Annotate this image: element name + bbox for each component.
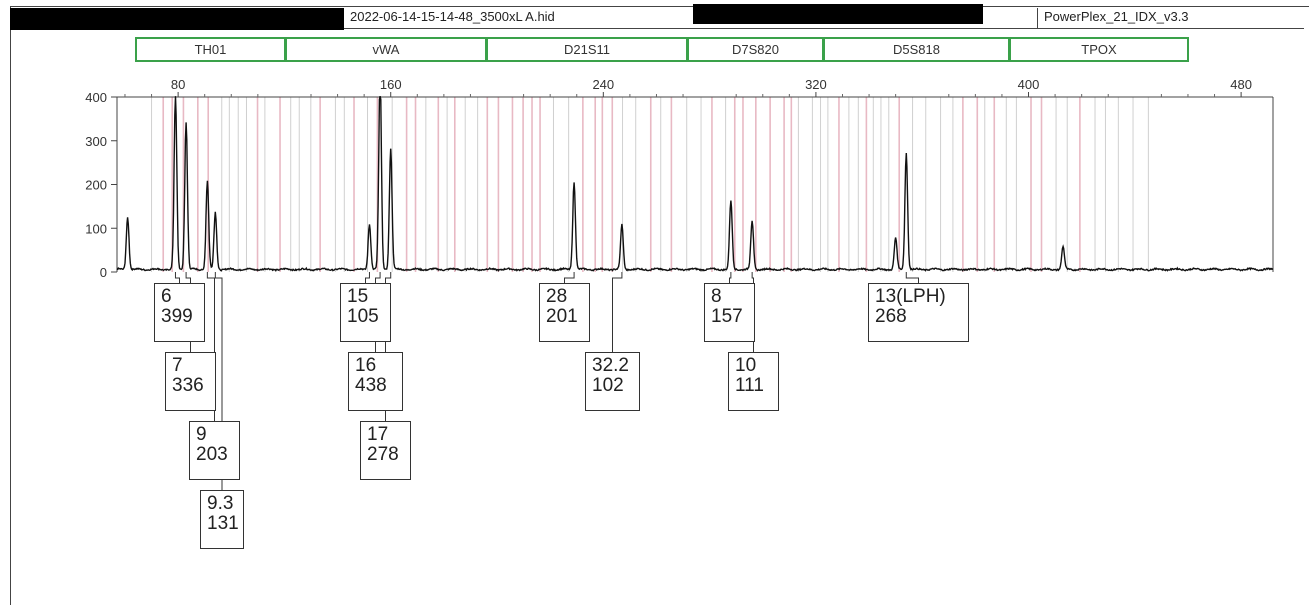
allele-call-height: 201: [546, 306, 578, 327]
allele-call-height: 336: [172, 375, 204, 396]
x-tick-label: 320: [805, 77, 827, 92]
loci-bar: TH01 vWA D21S11 D7S820 D5S818 TPOX: [135, 37, 1189, 62]
allele-call-name: 8: [711, 286, 722, 307]
allele-call-box[interactable]: 9 203: [189, 421, 240, 480]
x-tick-label: 240: [592, 77, 614, 92]
locus-d5s818[interactable]: D5S818: [823, 37, 1009, 62]
allele-call-height: 438: [355, 375, 387, 396]
signal-trace: [116, 95, 1274, 272]
y-tick-label: 0: [100, 265, 107, 280]
allele-call-name: 15: [347, 286, 369, 307]
allele-call-box[interactable]: 13(LPH) 268: [868, 283, 969, 342]
allele-leader-line: [612, 272, 623, 352]
allele-call-height: 131: [207, 513, 239, 534]
x-tick-label: 480: [1230, 77, 1252, 92]
locus-th01-label: TH01: [194, 42, 227, 57]
allele-call-height: 399: [161, 306, 193, 327]
allele-call-name: 13(LPH): [875, 286, 946, 307]
allele-call-height: 278: [367, 444, 399, 465]
allele-leader-line: [905, 272, 919, 283]
y-tick-label: 300: [85, 134, 107, 149]
allele-call-name: 28: [546, 286, 568, 307]
y-tick-label: 100: [85, 221, 107, 236]
allele-call-height: 102: [592, 375, 624, 396]
x-tick-label: 160: [380, 77, 402, 92]
locus-th01[interactable]: TH01: [135, 37, 285, 62]
allele-call-box[interactable]: 8 157: [704, 283, 755, 342]
allele-call-name: 17: [367, 424, 389, 445]
allele-leader-line: [564, 272, 575, 283]
header-divider: [1037, 8, 1038, 28]
allele-call-box[interactable]: 17 278: [360, 421, 411, 480]
bin-markers: [151, 97, 1149, 272]
locus-d7s820-label: D7S820: [732, 42, 779, 57]
allele-call-name: 7: [172, 355, 183, 376]
allele-leader-line: [214, 272, 223, 490]
allele-leader-line: [206, 272, 215, 421]
locus-vwa[interactable]: vWA: [285, 37, 486, 62]
allele-call-name: 6: [161, 286, 172, 307]
allele-leader-line: [365, 272, 370, 283]
allele-call-box[interactable]: 6 399: [154, 283, 205, 342]
allele-call-name: 10: [735, 355, 757, 376]
allele-call-name: 9: [196, 424, 207, 445]
allele-call-box[interactable]: 9.3 131: [200, 490, 244, 549]
allele-call-name: 16: [355, 355, 377, 376]
allele-call-height: 203: [196, 444, 228, 465]
redaction-bar-right: [693, 4, 983, 24]
locus-vwa-label: vWA: [372, 42, 400, 57]
allele-call-box[interactable]: 28 201: [539, 283, 590, 342]
locus-d5s818-label: D5S818: [893, 42, 940, 57]
allele-call-box[interactable]: 10 111: [728, 352, 779, 411]
locus-d21s11-label: D21S11: [563, 42, 610, 57]
allele-call-height: 268: [875, 306, 907, 327]
locus-tpox[interactable]: TPOX: [1009, 37, 1189, 62]
x-tick-label: 80: [171, 77, 185, 92]
y-tick-label: 200: [85, 178, 107, 193]
electropherogram-frame: [10, 6, 1309, 605]
allele-call-height: 111: [735, 375, 764, 396]
locus-d7s820[interactable]: D7S820: [687, 37, 823, 62]
signal-trace-path: [116, 95, 1274, 272]
chart-axes: 0 100 200 300 400 80 160 240 320 400 480: [85, 77, 1274, 280]
allele-call-box[interactable]: 7 336: [165, 352, 216, 411]
allele-call-height: 157: [711, 306, 743, 327]
allele-call-box[interactable]: 15 105: [340, 283, 391, 342]
allele-call-height: 105: [347, 306, 379, 327]
allele-call-box[interactable]: 16 438: [348, 352, 403, 411]
allele-leader-line: [385, 272, 392, 421]
filename-text: 2022-06-14-15-14-48_3500xL A.hid: [350, 9, 555, 24]
allele-leader-line: [174, 272, 180, 283]
x-tick-label: 400: [1018, 77, 1040, 92]
redaction-bar-left: [10, 8, 344, 30]
locus-d21s11[interactable]: D21S11: [486, 37, 687, 62]
allele-leader-line: [729, 272, 732, 283]
header-underline: [344, 28, 1304, 29]
locus-tpox-label: TPOX: [1081, 42, 1117, 57]
y-tick-label: 400: [85, 90, 107, 105]
allele-call-name: 9.3: [207, 493, 234, 514]
allele-call-name: 32.2: [592, 355, 629, 376]
allele-call-box[interactable]: 32.2 102: [585, 352, 640, 411]
panel-name-text: PowerPlex_21_IDX_v3.3: [1044, 9, 1189, 24]
